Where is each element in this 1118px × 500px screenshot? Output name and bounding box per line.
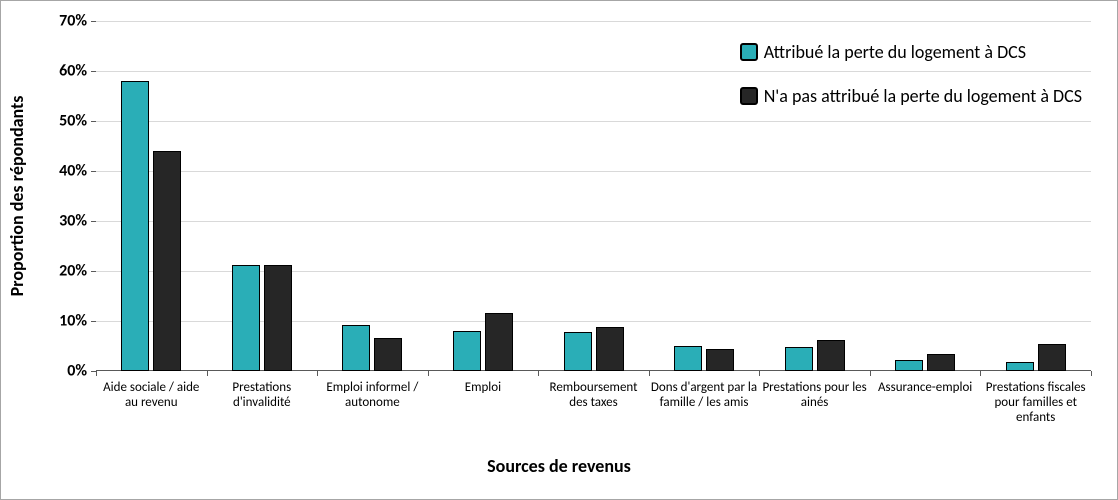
bar-series0-cat8 <box>1006 362 1034 371</box>
y-tick-mark <box>91 121 96 122</box>
y-tick-label: 70% <box>27 12 87 31</box>
bar-series0-cat1 <box>232 265 260 372</box>
bar-series0-cat0 <box>121 81 149 371</box>
x-tick-mark <box>649 371 650 376</box>
legend-item-0: Attribué la perte du logement à DCS <box>740 41 1082 63</box>
y-tick-label: 0% <box>27 362 87 381</box>
bar-series1-cat3 <box>485 313 513 372</box>
gridline <box>96 221 1091 222</box>
bar-series0-cat7 <box>895 360 923 372</box>
bar-series1-cat6 <box>817 340 845 371</box>
x-tick-mark <box>759 371 760 376</box>
gridline <box>96 21 1091 22</box>
y-tick-label: 50% <box>27 112 87 131</box>
bar-series0-cat5 <box>674 346 702 371</box>
x-tick-mark <box>207 371 208 376</box>
y-tick-mark <box>91 21 96 22</box>
y-tick-label: 40% <box>27 162 87 181</box>
bar-series1-cat0 <box>153 151 181 371</box>
chart-frame: Proportion des répondants Aide sociale /… <box>0 0 1118 500</box>
bar-series0-cat4 <box>564 332 592 371</box>
legend-label-0: Attribué la perte du logement à DCS <box>764 41 1026 63</box>
bar-series1-cat8 <box>1038 344 1066 371</box>
bar-series0-cat6 <box>785 347 813 371</box>
category-label: Aide sociale / aide au revenu <box>98 381 205 411</box>
x-tick-mark <box>870 371 871 376</box>
gridline <box>96 171 1091 172</box>
x-tick-mark <box>980 371 981 376</box>
y-tick-mark <box>91 321 96 322</box>
bar-series1-cat1 <box>264 265 292 372</box>
category-label: Prestations fiscales pour familles et en… <box>982 381 1089 426</box>
x-tick-mark <box>317 371 318 376</box>
bar-series1-cat2 <box>374 338 402 372</box>
legend-swatch-1 <box>740 87 758 105</box>
y-tick-label: 10% <box>27 312 87 331</box>
y-tick-mark <box>91 221 96 222</box>
x-tick-mark <box>538 371 539 376</box>
y-tick-label: 30% <box>27 212 87 231</box>
y-tick-mark <box>91 271 96 272</box>
legend-swatch-0 <box>740 43 758 61</box>
category-label: Emploi informel / autonome <box>319 381 426 411</box>
legend-label-1: N'a pas attribué la perte du logement à … <box>764 85 1082 107</box>
category-label: Emploi <box>430 381 537 396</box>
legend-item-1: N'a pas attribué la perte du logement à … <box>740 85 1082 107</box>
y-axis-title: Proportion des répondants <box>6 96 28 297</box>
x-tick-mark <box>1091 371 1092 376</box>
x-axis-title: Sources de revenus <box>487 455 631 477</box>
category-label: Assurance-emploi <box>872 381 979 396</box>
y-tick-mark <box>91 71 96 72</box>
bar-series1-cat5 <box>706 349 734 371</box>
bar-series1-cat4 <box>596 327 624 371</box>
legend: Attribué la perte du logement à DCS N'a … <box>740 41 1082 129</box>
x-tick-mark <box>428 371 429 376</box>
category-label: Prestations pour les ainés <box>761 381 868 411</box>
category-label: Dons d'argent par la famille / les amis <box>651 381 758 411</box>
x-tick-mark <box>96 371 97 376</box>
y-tick-label: 60% <box>27 62 87 81</box>
category-label: Remboursement des taxes <box>540 381 647 411</box>
category-label: Prestations d'invalidité <box>209 381 316 411</box>
bar-series0-cat3 <box>453 331 481 372</box>
bar-series1-cat7 <box>927 354 955 372</box>
bar-series0-cat2 <box>342 325 370 372</box>
y-tick-label: 20% <box>27 262 87 281</box>
y-tick-mark <box>91 171 96 172</box>
